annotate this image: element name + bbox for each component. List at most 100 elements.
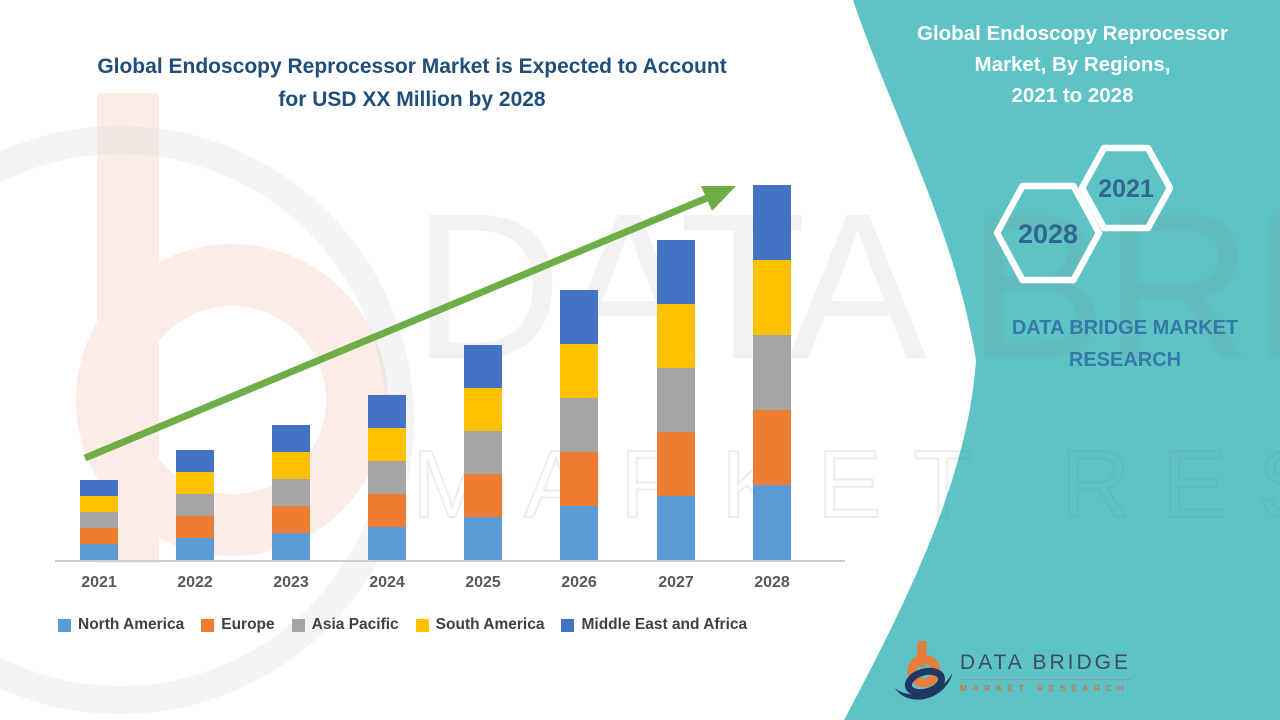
legend-label: North America [78, 616, 185, 633]
bar-segment-2023-north-america [272, 533, 310, 560]
bar-segment-2028-north-america [753, 485, 791, 560]
stacked-bar-2023 [272, 425, 310, 560]
legend-swatch-icon [561, 618, 575, 632]
bar-segment-2025-europe [464, 474, 502, 517]
bar-segment-2024-south-america [368, 428, 406, 461]
bar-segment-2023-middle-east-and-africa [272, 425, 310, 452]
bar-segment-2027-middle-east-and-africa [657, 240, 695, 304]
bar-segment-2026-south-america [560, 344, 598, 398]
bar-segment-2021-middle-east-and-africa [80, 480, 118, 496]
bar-segment-2026-middle-east-and-africa [560, 290, 598, 344]
bar-segment-2023-south-america [272, 452, 310, 479]
bar-segment-2024-asia-pacific [368, 461, 406, 494]
bar-segment-2028-europe [753, 410, 791, 485]
legend-label: Middle East and Africa [581, 616, 748, 633]
legend-swatch-icon [291, 618, 305, 632]
x-axis-label-2028: 2028 [754, 574, 790, 591]
legend-label: Europe [221, 616, 275, 633]
side-panel-title: Global Endoscopy Reprocessor Market, By … [900, 18, 1245, 111]
hexagon-2021-year: 2021 [1098, 175, 1154, 203]
legend-label: Asia Pacific [311, 616, 399, 633]
legend-item-north-america: North America [58, 616, 184, 634]
stacked-bar-2024 [368, 395, 406, 560]
stacked-bar-2028 [753, 185, 791, 560]
legend-swatch-icon [415, 618, 429, 632]
bar-segment-2027-north-america [657, 496, 695, 560]
bar-segment-2026-asia-pacific [560, 398, 598, 452]
watermark-b-bowl-shape [76, 244, 388, 556]
footer-logo-subtitle: MARKET RESEARCH [959, 683, 1129, 693]
legend-item-south-america: South America [415, 616, 545, 634]
x-axis-label-2026: 2026 [561, 574, 597, 591]
bar-segment-2023-europe [272, 506, 310, 533]
side-panel-title-line1: Global Endoscopy Reprocessor [917, 22, 1228, 45]
bar-segment-2025-asia-pacific [464, 431, 502, 474]
bar-segment-2025-south-america [464, 388, 502, 431]
bar-segment-2027-south-america [657, 304, 695, 368]
stacked-bar-2022 [176, 450, 214, 560]
bar-segment-2025-middle-east-and-africa [464, 345, 502, 388]
x-axis-label-2023: 2023 [273, 574, 309, 591]
brand-caption: DATA BRIDGE MARKET RESEARCH [975, 312, 1275, 376]
bar-segment-2028-middle-east-and-africa [753, 185, 791, 260]
footer-logo: DATA BRIDGE MARKET RESEARCH [891, 637, 1131, 707]
legend-swatch-icon [201, 618, 215, 632]
bar-segment-2027-asia-pacific [657, 368, 695, 432]
bar-segment-2022-middle-east-and-africa [176, 450, 214, 472]
legend-item-asia-pacific: Asia Pacific [291, 616, 399, 634]
hexagon-2021-icon [1078, 144, 1174, 232]
bar-segment-2026-north-america [560, 506, 598, 560]
bar-segment-2021-europe [80, 528, 118, 544]
bar-segment-2027-europe [657, 432, 695, 496]
bar-segment-2028-asia-pacific [753, 335, 791, 410]
teal-panel [844, 0, 1280, 720]
hexagon-2028-year: 2028 [1018, 219, 1078, 249]
x-axis-label-2025: 2025 [465, 574, 501, 591]
legend-item-europe: Europe [201, 616, 275, 634]
chart-legend: North America Europe Asia Pacific South Ame… [58, 616, 848, 634]
bar-segment-2022-south-america [176, 472, 214, 494]
brand-caption-line1: DATA BRIDGE MARKET [1011, 317, 1239, 339]
brand-caption-line2: RESEARCH [1068, 349, 1182, 371]
bar-segment-2023-asia-pacific [272, 479, 310, 506]
bar-segment-2022-europe [176, 516, 214, 538]
chart-title-line2: for USD XX Million by 2028 [278, 88, 546, 111]
footer-logo-name: DATA BRIDGE [959, 651, 1131, 680]
bar-segment-2024-north-america [368, 527, 406, 560]
side-panel-title-line3: 2021 to 2028 [1011, 84, 1134, 107]
bar-segment-2024-europe [368, 494, 406, 527]
bar-segment-2028-south-america [753, 260, 791, 335]
stacked-bar-2025 [464, 345, 502, 560]
watermark-text-market-research: MARKET RESEARCH [411, 430, 1280, 539]
bar-segment-2021-asia-pacific [80, 512, 118, 528]
x-axis-label-2021: 2021 [81, 574, 117, 591]
x-axis-label-2027: 2027 [658, 574, 694, 591]
x-axis-label-2022: 2022 [177, 574, 213, 591]
chart-title-line1: Global Endoscopy Reprocessor Market is E… [97, 55, 727, 78]
legend-item-middle-east-and-africa: Middle East and Africa [561, 616, 747, 634]
stacked-bar-2026 [560, 290, 598, 560]
legend-label: South America [435, 616, 545, 633]
trend-arrow-head [701, 186, 736, 211]
stacked-bar-2027 [657, 240, 695, 560]
hexagon-2028-icon [993, 182, 1103, 284]
x-axis-line [55, 560, 845, 562]
bar-segment-2022-north-america [176, 538, 214, 560]
chart-title: Global Endoscopy Reprocessor Market is E… [42, 50, 782, 116]
stacked-bar-2021 [80, 480, 118, 560]
legend-swatch-icon [58, 618, 71, 632]
x-axis-label-2024: 2024 [369, 574, 405, 591]
bar-segment-2024-middle-east-and-africa [368, 395, 406, 428]
bar-segment-2021-north-america [80, 544, 118, 560]
bar-segment-2026-europe [560, 452, 598, 506]
watermark-text-data-bridge: DATA BRIDGE [412, 171, 1280, 403]
bar-segment-2022-asia-pacific [176, 494, 214, 516]
bar-segment-2021-south-america [80, 496, 118, 512]
trend-arrow-line [83, 194, 709, 462]
data-bridge-logo-icon [895, 640, 952, 700]
